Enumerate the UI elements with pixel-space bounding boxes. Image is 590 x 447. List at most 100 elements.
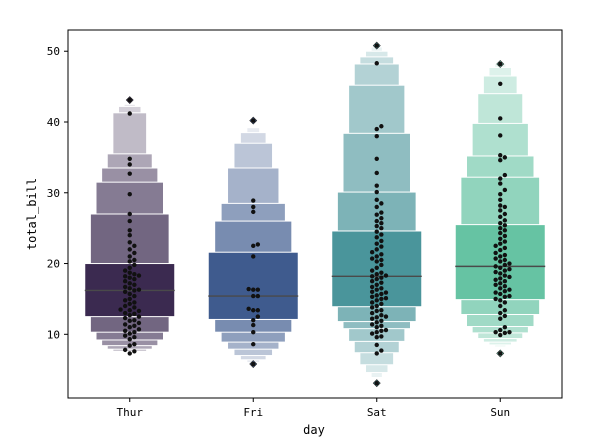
swarm-point-thur-54 [132, 250, 137, 256]
swarm-point-sun-68 [498, 158, 503, 163]
swarm-point-thur-49 [127, 265, 132, 270]
swarm-point-thur-47 [127, 270, 132, 275]
y-tick-label-30: 30 [47, 187, 60, 200]
swarm-point-fri-20 [251, 118, 256, 123]
swarm-point-sat-68 [379, 210, 384, 215]
boxen-group-sun [454, 60, 546, 358]
swarm-point-thur-42 [132, 276, 137, 282]
swarm-point-sun-9 [498, 310, 503, 316]
swarm-point-sun-31 [493, 269, 498, 275]
swarm-point-thur-20 [127, 313, 132, 318]
swarm-point-sat-75 [374, 156, 379, 161]
swarm-point-thur-40 [127, 281, 132, 286]
swarm-point-sat-0 [374, 380, 379, 386]
swarm-point-sun-10 [502, 308, 508, 313]
swarm-point-sat-58 [379, 238, 384, 244]
swarm-point-sun-37 [507, 261, 512, 266]
swarm-point-thur-50 [132, 262, 137, 268]
swarm-point-thur-18 [122, 315, 128, 321]
swarm-point-sun-42 [502, 252, 508, 258]
swarm-point-sun-50 [502, 233, 508, 239]
swarm-point-thur-48 [122, 268, 128, 273]
swarm-point-thur-12 [127, 325, 132, 330]
swarm-point-sun-66 [498, 176, 503, 181]
swarm-point-sun-47 [498, 241, 503, 246]
swarm-point-sat-59 [374, 235, 379, 240]
swarm-point-sat-16 [374, 315, 379, 320]
y-tick-label-40: 40 [47, 116, 60, 129]
swarm-point-thur-24 [127, 308, 132, 313]
swarm-point-sat-57 [374, 241, 379, 246]
swarm-point-sat-78 [379, 124, 384, 129]
swarm-point-thur-44 [122, 274, 128, 279]
swarm-point-sat-31 [379, 291, 384, 297]
plot-frame [67, 29, 563, 399]
swarm-point-sat-50 [379, 257, 384, 263]
swarm-point-sat-30 [374, 293, 379, 298]
swarm-point-sat-55 [374, 247, 379, 252]
boxen-group-fri [207, 116, 299, 368]
swarm-point-thur-63 [127, 171, 132, 176]
swarm-point-thur-23 [136, 308, 142, 314]
swarm-point-thur-65 [127, 156, 132, 161]
swarm-point-thur-17 [132, 317, 137, 323]
swarm-point-sun-51 [498, 230, 503, 236]
swarm-point-thur-67 [127, 97, 132, 103]
swarm-point-thur-26 [132, 305, 137, 310]
swarm-point-thur-60 [127, 218, 132, 224]
swarm-point-sun-36 [502, 262, 508, 268]
swarm-point-sun-11 [498, 303, 503, 309]
swarm-point-sat-77 [374, 126, 379, 132]
swarm-point-fri-4 [251, 317, 256, 323]
swarm-point-sat-41 [379, 275, 384, 280]
swarm-point-sat-47 [374, 265, 379, 270]
swarm-point-fri-6 [251, 308, 256, 313]
swarm-point-sat-20 [374, 308, 379, 314]
swarm-point-sat-9 [383, 327, 389, 333]
swarm-point-sun-69 [502, 155, 508, 160]
swarm-point-thur-55 [127, 247, 132, 252]
y-tick-label-20: 20 [47, 258, 60, 271]
swarm-point-sun-30 [498, 271, 503, 276]
swarm-point-sat-29 [369, 294, 375, 299]
y-axis-label: total_bill [25, 178, 39, 250]
swarm-point-thur-61 [127, 211, 132, 217]
swarm-point-fri-13 [246, 286, 251, 292]
swarm-point-sun-19 [502, 288, 508, 294]
swarm-point-thur-30 [122, 298, 128, 303]
swarm-point-thur-32 [132, 293, 137, 299]
swarm-point-thur-56 [132, 243, 137, 249]
swarm-point-sat-79 [374, 61, 379, 66]
swarm-point-sun-20 [507, 287, 512, 292]
swarm-point-thur-5 [127, 337, 132, 342]
y-tick-label-50: 50 [47, 45, 60, 58]
swarm-point-thur-45 [136, 273, 142, 278]
swarm-point-sun-64 [502, 187, 508, 193]
swarm-point-sat-25 [369, 300, 375, 305]
swarm-point-sat-5 [379, 334, 384, 339]
swarm-point-sat-22 [369, 305, 375, 310]
swarm-point-thur-37 [127, 286, 132, 291]
swarm-point-sat-42 [369, 274, 375, 279]
swarm-point-sun-71 [498, 133, 503, 138]
swarm-point-thur-0 [127, 351, 132, 356]
swarm-point-fri-18 [251, 204, 256, 210]
swarm-point-sun-60 [502, 204, 508, 210]
swarm-point-thur-57 [127, 240, 132, 245]
swarm-point-sun-18 [493, 290, 498, 295]
swarm-point-sun-63 [498, 191, 503, 197]
swarm-point-sun-25 [502, 279, 508, 284]
swarm-point-sat-12 [369, 322, 375, 327]
swarm-point-sat-80 [374, 43, 379, 48]
swarm-point-sun-41 [498, 254, 503, 259]
swarm-point-sat-53 [379, 252, 384, 257]
swarm-point-thur-27 [122, 303, 128, 309]
swarm-point-sat-71 [374, 197, 379, 203]
swarm-point-thur-66 [127, 111, 132, 116]
swarm-point-sun-40 [493, 256, 498, 261]
swarm-point-sun-73 [498, 81, 503, 86]
swarm-point-sat-44 [374, 271, 379, 277]
swarm-point-sun-8 [502, 313, 508, 319]
swarm-point-sat-10 [374, 325, 379, 330]
swarm-point-thur-14 [122, 322, 128, 327]
